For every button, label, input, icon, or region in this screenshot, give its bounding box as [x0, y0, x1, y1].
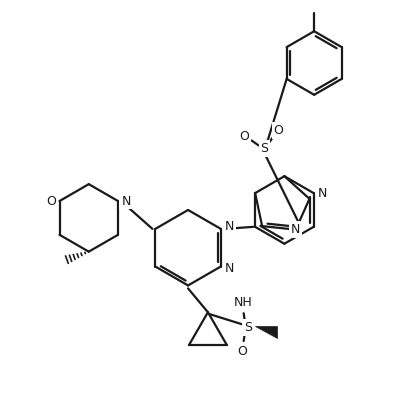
Text: O: O: [240, 130, 250, 143]
Polygon shape: [255, 326, 277, 338]
Text: N: N: [225, 262, 234, 275]
Text: N: N: [291, 223, 300, 236]
Text: S: S: [244, 321, 252, 334]
Text: O: O: [274, 124, 283, 137]
Text: O: O: [47, 194, 57, 208]
Text: N: N: [318, 187, 327, 200]
Text: N: N: [121, 194, 130, 208]
Text: O: O: [238, 346, 248, 358]
Text: NH: NH: [233, 296, 252, 309]
Text: S: S: [261, 142, 268, 155]
Text: N: N: [225, 220, 234, 233]
